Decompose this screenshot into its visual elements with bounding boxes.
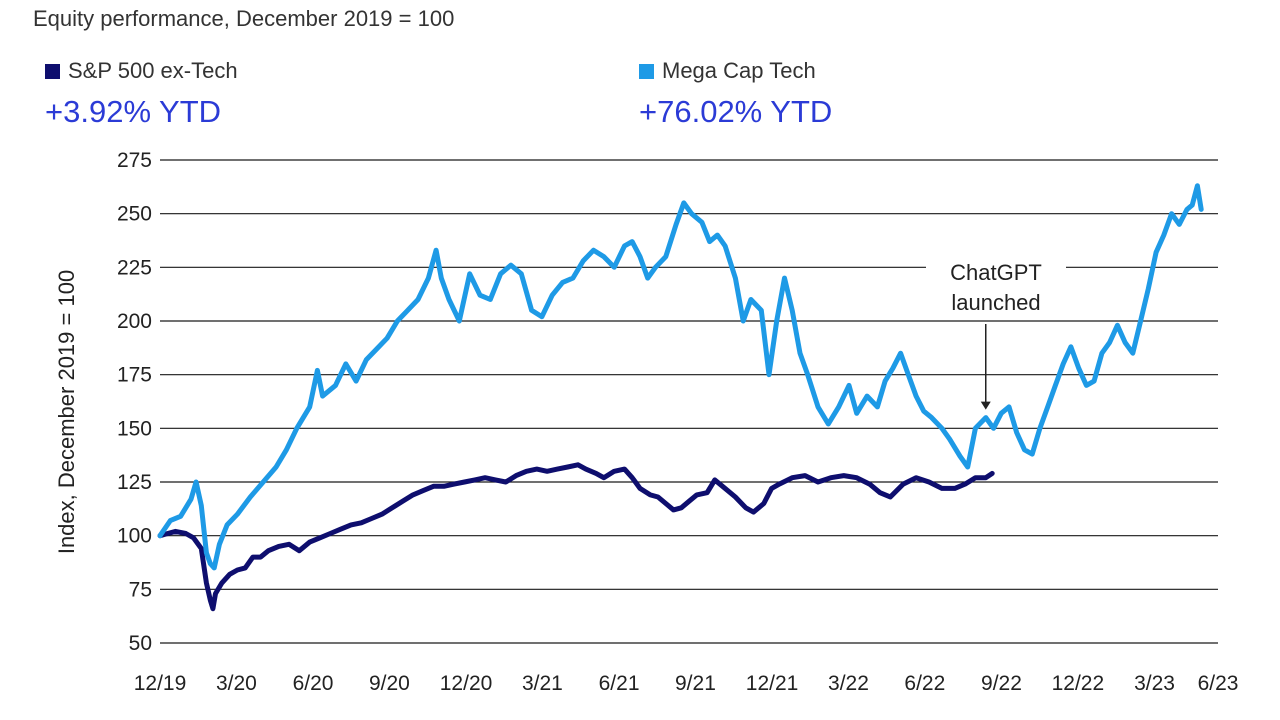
y-tick-label: 200 [117, 310, 152, 333]
x-tick-label: 12/21 [746, 672, 799, 695]
x-tick-label: 6/20 [293, 672, 334, 695]
legend-label-mega-cap-tech: Mega Cap Tech [662, 58, 816, 83]
chart-title: Equity performance, December 2019 = 100 [33, 6, 455, 31]
annotation-bg [926, 258, 1066, 320]
series-line-sp500-ex-tech [157, 462, 995, 612]
y-tick-label: 150 [117, 417, 152, 440]
y-tick-label: 50 [129, 632, 152, 655]
y-tick-label: 125 [117, 471, 152, 494]
legend-item-mega-cap-tech: Mega Cap Tech [639, 58, 816, 84]
gridlines [160, 159, 1218, 644]
x-tick-label: 3/21 [522, 672, 563, 695]
legend-swatch-mega-cap-tech [639, 64, 654, 79]
x-tick-labels: 12/19 3/20 6/20 9/20 12/20 3/21 6/21 9/21 12/21 3… [134, 672, 1239, 695]
x-tick-label: 3/22 [828, 672, 869, 695]
annotation-arrowhead [980, 401, 991, 410]
legend-item-sp500-ex-tech: S&P 500 ex-Tech [45, 58, 238, 84]
y-tick-label: 275 [117, 149, 152, 172]
x-tick-label: 6/22 [904, 672, 945, 695]
annotation: ChatGPT launched [926, 258, 1066, 410]
ytd-mega-cap-tech: +76.02% YTD [639, 94, 833, 129]
y-tick-label: 75 [129, 578, 152, 601]
y-tick-label: 100 [117, 525, 152, 548]
x-tick-label: 6/21 [599, 672, 640, 695]
series-lines [157, 183, 1204, 612]
legend-label-sp500-ex-tech: S&P 500 ex-Tech [68, 58, 238, 83]
x-tick-label: 12/22 [1052, 672, 1105, 695]
annotation-line-1: ChatGPT [950, 260, 1042, 285]
y-tick-label: 250 [117, 203, 152, 226]
x-tick-label: 9/21 [675, 672, 716, 695]
x-tick-label: 6/23 [1198, 672, 1239, 695]
x-tick-label: 9/20 [369, 672, 410, 695]
y-tick-label: 225 [117, 256, 152, 279]
x-tick-label: 9/22 [981, 672, 1022, 695]
series-line-mega-cap-tech [157, 183, 1204, 571]
x-tick-label: 3/20 [216, 672, 257, 695]
legend-swatch-sp500-ex-tech [45, 64, 60, 79]
x-tick-label: 12/19 [134, 672, 187, 695]
x-tick-label: 3/23 [1134, 672, 1175, 695]
annotation-line-2: launched [951, 290, 1040, 315]
ytd-sp500-ex-tech: +3.92% YTD [45, 94, 222, 129]
x-tick-label: 12/20 [440, 672, 493, 695]
y-tick-label: 175 [117, 364, 152, 387]
y-tick-labels: 50 75 100 125 150 175 200 225 250 275 [117, 149, 152, 655]
y-axis-title: Index, December 2019 = 100 [54, 270, 79, 554]
